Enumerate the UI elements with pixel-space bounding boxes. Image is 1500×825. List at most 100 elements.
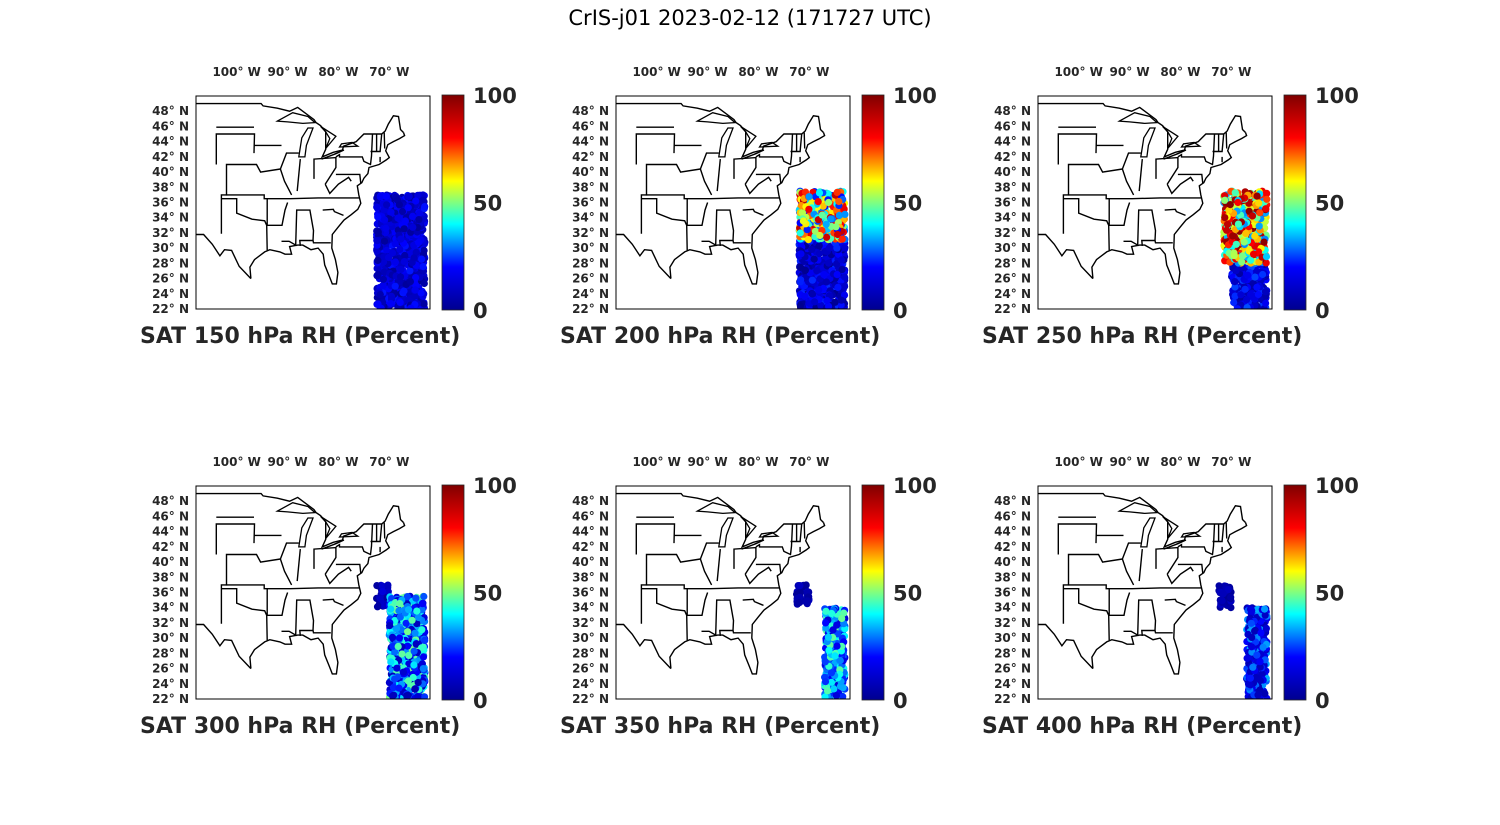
rh-data-point [836, 657, 844, 665]
lake-outline [321, 539, 345, 550]
rh-data-point [395, 201, 403, 209]
lake-outline [1140, 127, 1156, 158]
map-chart-svg: 100° W 90° W 80° W 70° W 48° N46° N 44° N42° … [994, 65, 1359, 323]
rh-data-point [400, 287, 408, 295]
rh-data-point [393, 664, 401, 672]
lat-tick-label: 42° N [994, 150, 1031, 164]
rh-data-point [1255, 222, 1263, 230]
state-boundary [733, 156, 757, 185]
lat-tick-label: 48° N [994, 104, 1031, 118]
rh-data-point [1227, 593, 1235, 601]
map-frame [1037, 95, 1273, 310]
rh-data-point [391, 258, 399, 266]
rh-data-point [387, 300, 395, 308]
rh-data-point [1223, 220, 1232, 228]
colorbar-tick-label: 0 [1315, 689, 1330, 713]
lat-tick-label: 26° N [572, 662, 609, 676]
rh-data-point [1260, 238, 1268, 246]
lat-tick-label: 28° N [572, 646, 609, 660]
rh-data-point [824, 633, 832, 641]
state-boundary [279, 152, 299, 196]
rh-data-point [815, 189, 824, 197]
rh-data-point [379, 258, 388, 266]
rh-data-point [414, 678, 422, 687]
lat-tick-label: 28° N [152, 646, 189, 660]
state-boundary [281, 599, 315, 637]
rh-data-point [837, 296, 845, 304]
state-boundary [324, 566, 352, 585]
state-boundary [1108, 588, 1131, 616]
rh-data-point [381, 216, 389, 224]
lake-outline [320, 125, 337, 149]
rh-data-point [1261, 690, 1269, 698]
rh-data-point [1251, 627, 1259, 635]
state-boundary [790, 133, 803, 153]
state-boundary [790, 523, 803, 543]
state-boundary [313, 156, 337, 185]
map-layer [1038, 102, 1271, 309]
rh-data-point [829, 626, 837, 634]
rh-data-point [379, 588, 387, 596]
lat-tick-label: 32° N [994, 616, 1031, 630]
lake-outline [695, 112, 737, 125]
rh-data-point [420, 592, 428, 601]
rh-data-point [389, 692, 397, 699]
colorbar-tick-label: 50 [1315, 192, 1344, 216]
lat-tick-label: 26° N [572, 272, 609, 286]
state-boundary [312, 240, 331, 244]
rh-data-point [813, 267, 821, 275]
state-boundary [686, 198, 709, 226]
rh-data-point [387, 658, 395, 666]
rh-data-point [835, 197, 843, 206]
colorbar-tick-label: 100 [1315, 84, 1359, 108]
rh-data-point [1231, 278, 1239, 286]
rh-data-point [827, 215, 835, 223]
lat-tick-label: 32° N [152, 616, 189, 630]
map-panel-350hpa: 100° W 90° W 80° W 70° W 48° N 46° N 44° N 42° … [560, 450, 980, 780]
state-boundary [1164, 598, 1186, 607]
rh-data-point [815, 250, 823, 258]
rh-data-point [1262, 253, 1271, 261]
lat-tick-label: 32° N [572, 226, 609, 240]
rh-data-point [805, 205, 813, 213]
rh-data-point [420, 279, 428, 288]
lat-tick-label: 24° N [152, 287, 189, 301]
rh-data-point [1254, 691, 1262, 699]
rh-data-point [1243, 654, 1251, 662]
lat-tick-label: 22° N [994, 692, 1031, 706]
lake-outline [275, 502, 317, 515]
state-boundary [1062, 163, 1123, 234]
rh-data-point [383, 246, 391, 254]
rh-data-point [391, 648, 399, 656]
state-boundary [335, 563, 362, 574]
rh-data-point [417, 289, 425, 297]
colorbar-tick-label: 100 [893, 474, 937, 498]
rh-data-point [419, 665, 427, 673]
rh-data-point [374, 213, 382, 221]
rh-data-point [1229, 232, 1237, 240]
rh-data-point [405, 606, 413, 614]
lake-outline [338, 141, 360, 148]
colorbar [1283, 94, 1307, 311]
rh-data-point [1221, 196, 1229, 204]
rh-data-point [1259, 270, 1267, 279]
state-boundary [803, 132, 806, 149]
rh-data-point [841, 210, 849, 218]
state-boundary [226, 584, 360, 590]
rh-data-point [838, 235, 846, 243]
state-boundary [732, 240, 751, 244]
rh-data-point [391, 240, 399, 248]
lake-outline [718, 517, 734, 548]
rh-data-point [1256, 658, 1264, 666]
canada-border [1038, 102, 1246, 159]
rh-data-point [832, 692, 840, 699]
state-boundary [322, 208, 344, 217]
colorbar-tick-label: 100 [1315, 474, 1359, 498]
rh-data-point [399, 668, 408, 676]
coastline [1091, 522, 1248, 675]
rh-data-point [415, 216, 423, 224]
state-boundary [701, 599, 735, 637]
map-frame [195, 485, 431, 700]
map-panel-300hpa: 100° W 90° W 80° W 70° W 48° N 46° N 44° N 42° … [140, 450, 560, 780]
rh-data-point [815, 286, 823, 294]
